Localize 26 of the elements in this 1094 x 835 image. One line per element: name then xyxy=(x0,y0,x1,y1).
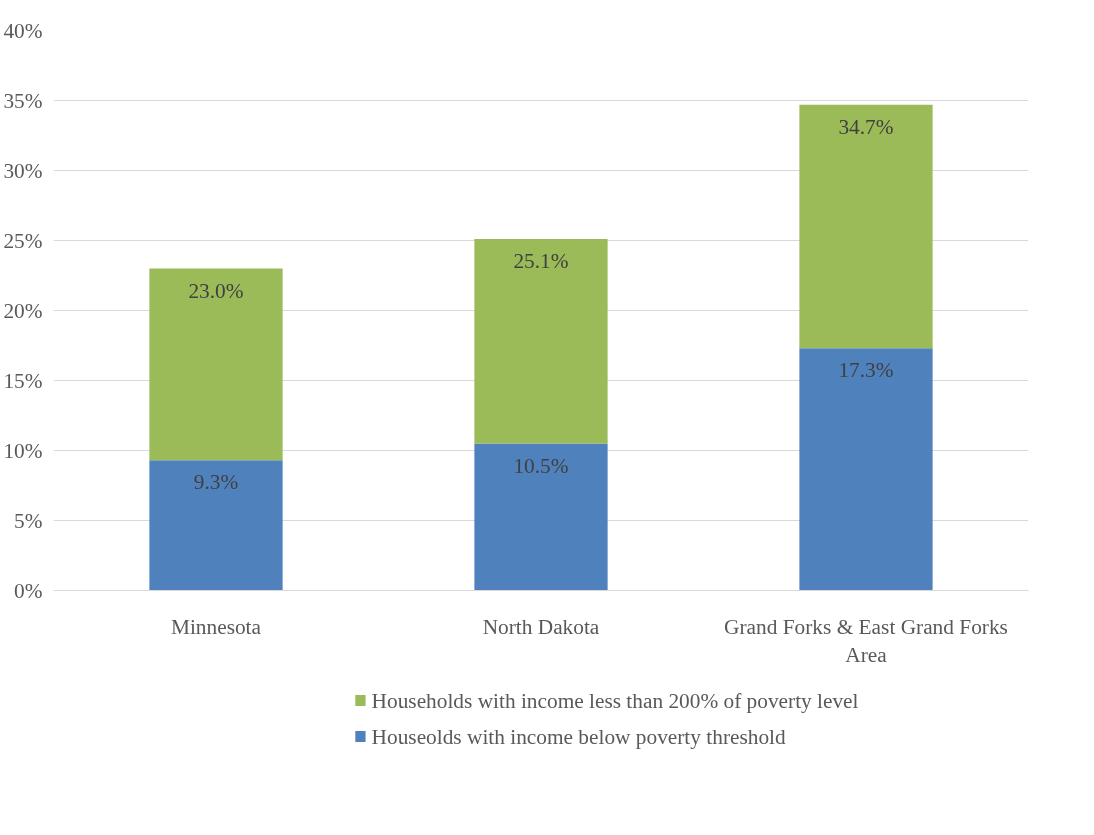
y-tick-label: 25% xyxy=(3,228,43,253)
data-label: 10.5% xyxy=(513,453,569,478)
data-label: 9.3% xyxy=(193,470,239,495)
bar xyxy=(149,268,283,461)
y-tick-label: 10% xyxy=(3,438,43,463)
x-tick-label: Minnesota xyxy=(170,614,262,639)
bar xyxy=(799,348,933,591)
y-tick-label: 5% xyxy=(14,508,43,533)
total-label: 34.7% xyxy=(838,114,894,139)
bar xyxy=(474,239,608,444)
y-tick-label: 35% xyxy=(3,88,43,113)
total-label: 23.0% xyxy=(188,278,244,303)
x-tick-label: Grand Forks & East Grand Forks Area xyxy=(724,614,1008,668)
bar xyxy=(149,460,283,591)
y-tick-label: 30% xyxy=(3,158,43,183)
legend-label: Households with income less than 200% of poverty level xyxy=(371,688,859,713)
y-tick-label: 0% xyxy=(14,578,43,603)
y-tick-label: 15% xyxy=(3,368,43,393)
y-tick-label: 40% xyxy=(3,18,43,43)
bar xyxy=(799,104,933,349)
y-tick-label: 20% xyxy=(3,298,43,323)
data-label: 17.3% xyxy=(838,358,894,383)
x-tick-label: North Dakota xyxy=(482,614,600,639)
legend-label: Houseolds with income below poverty threshold xyxy=(371,724,786,749)
bar xyxy=(474,443,608,591)
total-label: 25.1% xyxy=(513,249,569,274)
